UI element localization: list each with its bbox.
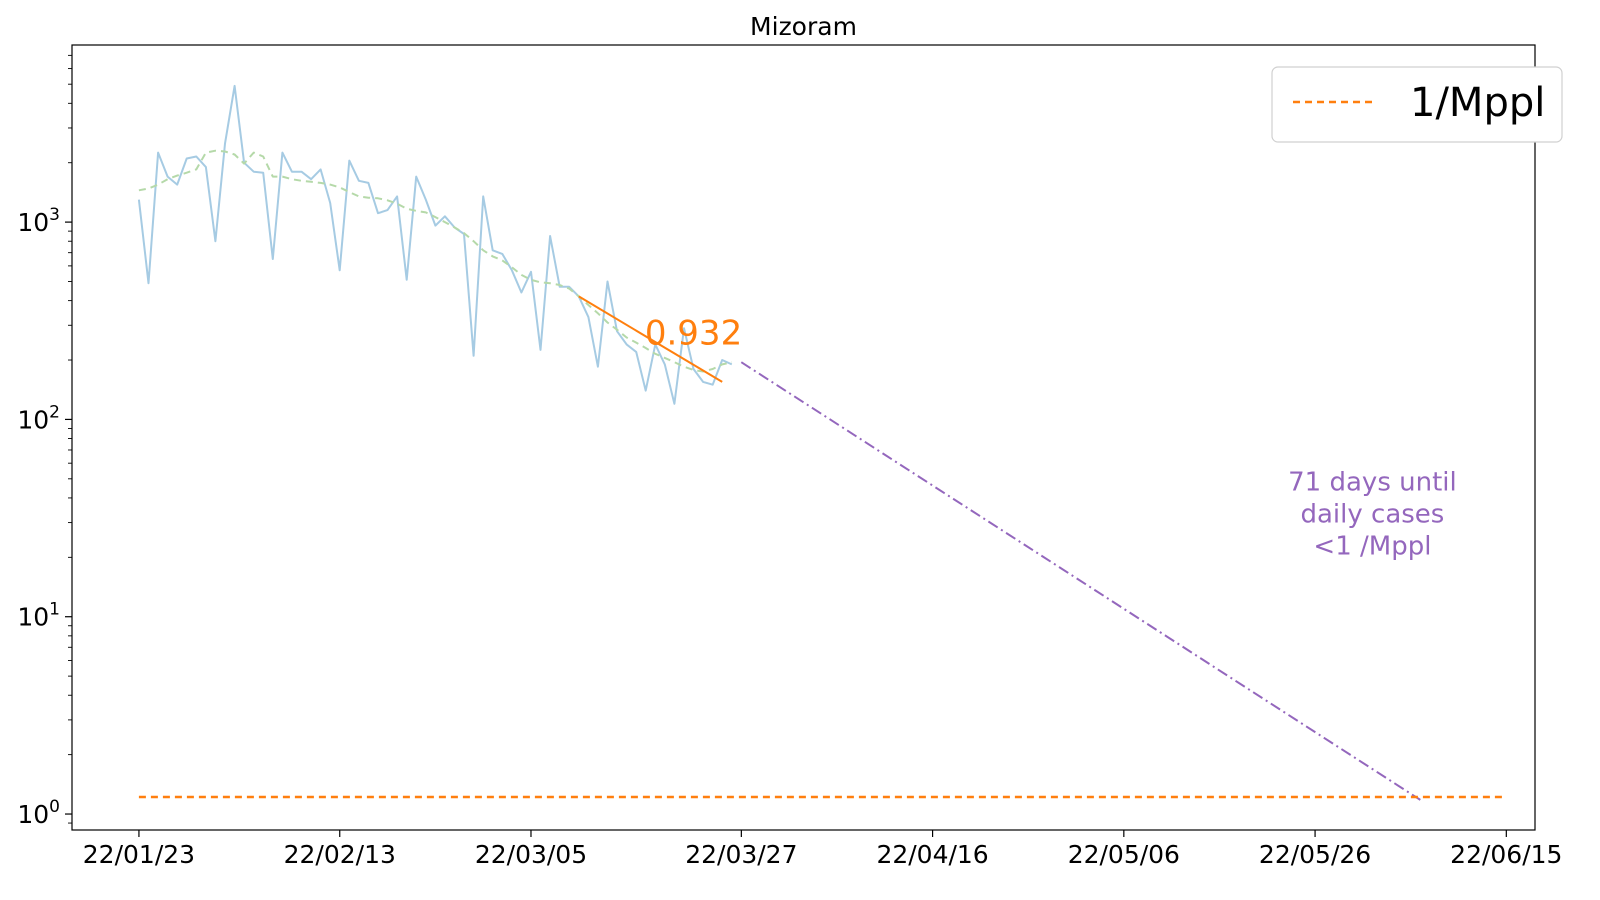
y-tick-label: 100 xyxy=(17,797,60,829)
series-fitted-trend xyxy=(578,295,723,383)
legend-label: 1/Mppl xyxy=(1410,80,1545,126)
y-tick-label: 103 xyxy=(17,205,60,237)
x-tick-label: 22/01/23 xyxy=(83,840,195,869)
y-axis: 100 101 102 103 xyxy=(17,54,72,829)
legend-box xyxy=(1271,66,1563,143)
x-tick-label: 22/05/06 xyxy=(1068,840,1180,869)
legend: 1/Mppl xyxy=(1271,66,1563,143)
series-7-day-average xyxy=(138,149,733,373)
x-tick-label: 22/03/27 xyxy=(685,840,797,869)
series-daily-cases xyxy=(137,84,733,405)
annotation-layer: 0.932 71 days until daily cases <1 /Mppl xyxy=(645,313,1457,561)
y-tick-label: 102 xyxy=(17,402,60,434)
x-tick-label: 22/04/16 xyxy=(876,840,988,869)
x-tick-label: 22/05/26 xyxy=(1259,840,1371,869)
x-tick-label: 22/06/15 xyxy=(1450,840,1562,869)
series-projection xyxy=(740,361,1421,801)
x-axis: 22/01/23 22/02/13 22/03/05 22/03/27 22/04/16… xyxy=(83,830,1562,869)
x-tick-label: 22/03/05 xyxy=(475,840,587,869)
chart-title: Mizoram xyxy=(750,12,857,41)
x-tick-label: 22/02/13 xyxy=(284,840,396,869)
fit-rate-label: 0.932 xyxy=(645,313,742,353)
y-tick-label: 101 xyxy=(17,600,60,632)
plot-frame xyxy=(71,44,1536,831)
days-until-label: 71 days until daily cases <1 /Mppl xyxy=(1288,467,1457,561)
series-layer xyxy=(137,84,1507,801)
